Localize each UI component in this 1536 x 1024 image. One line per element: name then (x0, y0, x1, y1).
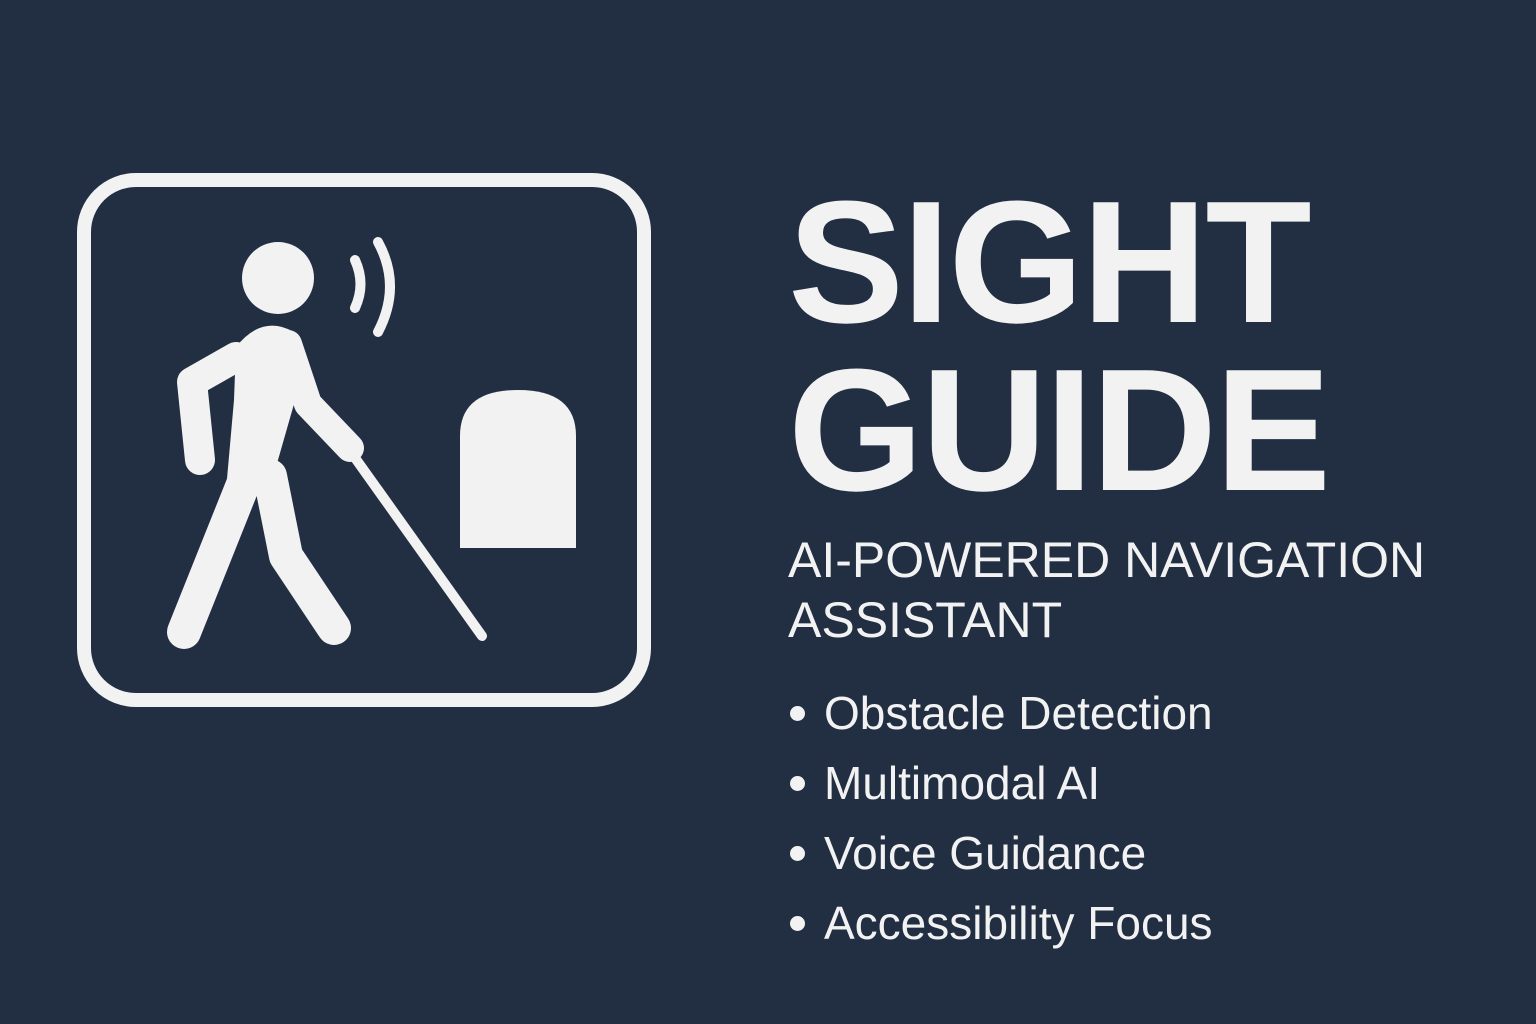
page-title: SIGHT GUIDE (788, 164, 1508, 527)
frame-border (77, 173, 651, 707)
subtitle: AI-POWERED NAVIGATION ASSISTANT (788, 530, 1508, 650)
cane-arm-shape (274, 330, 364, 462)
text-block: SIGHT GUIDE AI-POWERED NAVIGATION ASSIST… (788, 164, 1508, 958)
cane-shape (343, 443, 487, 641)
feature-item-multimodal-ai: Multimodal AI (788, 748, 1508, 818)
logo-frame (76, 172, 652, 708)
subtitle-line-2: ASSISTANT (788, 592, 1063, 648)
title-line-2: GUIDE (788, 332, 1331, 527)
feature-label: Obstacle Detection (824, 687, 1213, 739)
feature-list: Obstacle Detection Multimodal AI Voice G… (788, 678, 1508, 958)
front-leg-shape (167, 455, 265, 649)
bullet-icon (790, 916, 805, 931)
head-shape (242, 242, 314, 314)
feature-label: Multimodal AI (824, 757, 1101, 809)
sound-waves-icon (350, 237, 395, 337)
feature-item-accessibility-focus: Accessibility Focus (788, 888, 1508, 958)
bullet-icon (790, 846, 805, 861)
bullet-icon (790, 776, 805, 791)
blind-person-with-cane-icon (77, 173, 651, 707)
obstacle-icon (460, 390, 576, 548)
bullet-icon (790, 706, 805, 721)
feature-item-obstacle-detection: Obstacle Detection (788, 678, 1508, 748)
feature-label: Accessibility Focus (824, 897, 1213, 949)
back-arm-shape (177, 342, 251, 475)
feature-item-voice-guidance: Voice Guidance (788, 818, 1508, 888)
title-line-1: SIGHT (788, 164, 1312, 359)
feature-label: Voice Guidance (824, 827, 1147, 879)
subtitle-line-1: AI-POWERED NAVIGATION (788, 532, 1426, 588)
back-leg-shape (253, 459, 351, 645)
